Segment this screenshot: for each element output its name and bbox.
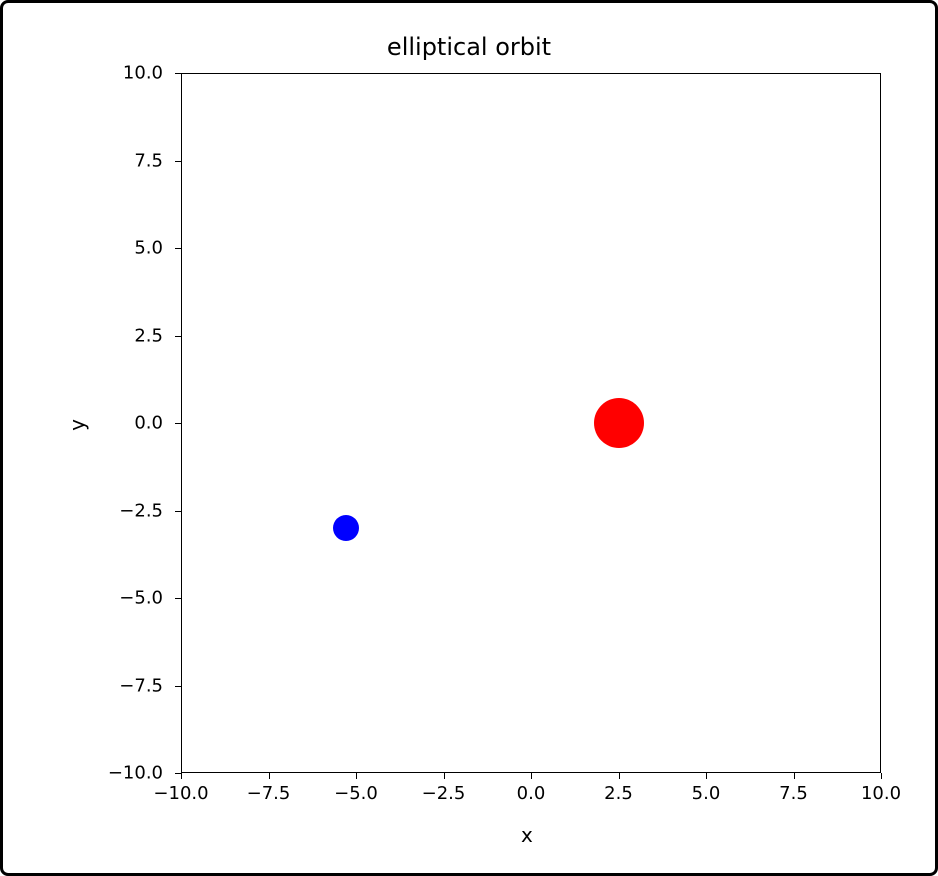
x-tick-label: 7.5 [779, 783, 808, 804]
y-tick-mark [175, 511, 181, 512]
x-tick-mark [531, 773, 532, 779]
y-tick-mark [175, 598, 181, 599]
x-tick-mark [794, 773, 795, 779]
x-tick-label: −2.5 [422, 783, 466, 804]
y-tick-mark [175, 686, 181, 687]
y-tick-label: −5.0 [119, 588, 163, 609]
y-tick-mark [175, 336, 181, 337]
x-tick-label: 0.0 [517, 783, 546, 804]
x-tick-label: −5.0 [334, 783, 378, 804]
y-tick-mark [175, 423, 181, 424]
chart-title: elliptical orbit [3, 33, 935, 61]
y-tick-label: 0.0 [134, 413, 163, 434]
x-tick-mark [444, 773, 445, 779]
y-tick-label: −10.0 [108, 763, 163, 784]
y-axis-label: y [65, 419, 89, 431]
x-tick-mark [881, 773, 882, 779]
x-tick-label: −10.0 [153, 783, 208, 804]
x-axis-label: x [521, 823, 533, 847]
y-tick-label: −2.5 [119, 500, 163, 521]
y-tick-label: 5.0 [134, 238, 163, 259]
x-tick-mark [181, 773, 182, 779]
y-tick-label: 2.5 [134, 325, 163, 346]
y-tick-mark [175, 773, 181, 774]
x-tick-mark [706, 773, 707, 779]
y-tick-mark [175, 73, 181, 74]
x-tick-label: 5.0 [692, 783, 721, 804]
x-tick-label: −7.5 [247, 783, 291, 804]
y-tick-mark [175, 248, 181, 249]
red-point [594, 398, 644, 448]
x-tick-mark [269, 773, 270, 779]
chart-frame: elliptical orbit x y −10.0 −7.5 −5.0 −2.5 0.… [0, 0, 938, 876]
y-tick-label: 10.0 [123, 63, 163, 84]
y-tick-mark [175, 161, 181, 162]
x-tick-label: 10.0 [861, 783, 901, 804]
x-tick-label: 2.5 [604, 783, 633, 804]
x-tick-mark [356, 773, 357, 779]
y-tick-label: 7.5 [134, 150, 163, 171]
blue-point [333, 515, 359, 541]
y-tick-label: −7.5 [119, 675, 163, 696]
x-tick-mark [619, 773, 620, 779]
plot-area [181, 73, 881, 773]
